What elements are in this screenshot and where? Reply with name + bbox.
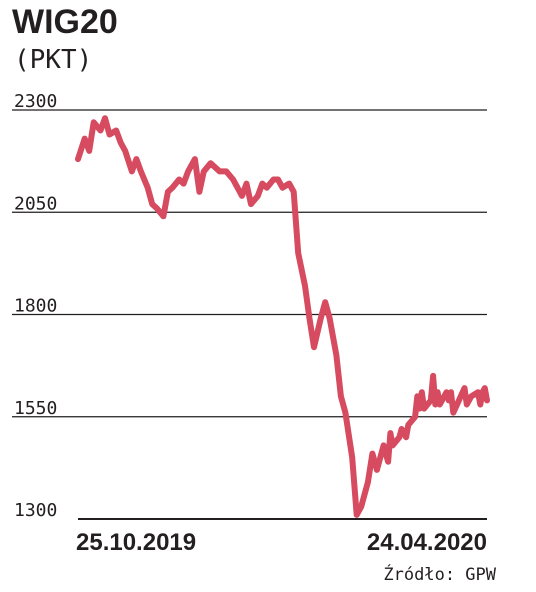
y-axis-ticks: 2300 2050 1800 1550 1300	[14, 91, 57, 521]
y-tick-label: 1800	[14, 296, 57, 317]
chart-title: WIG20	[12, 3, 118, 41]
source-note: Źródło: GPW	[383, 565, 496, 585]
x-tick-start: 25.10.2019	[76, 529, 196, 556]
series-line	[75, 115, 490, 518]
y-tick-label: 1550	[14, 398, 57, 419]
y-tick-label: 2050	[14, 193, 57, 214]
x-tick-end: 24.04.2020	[367, 529, 487, 556]
y-tick-label: 2300	[14, 91, 57, 112]
y-tick-label: 1300	[14, 500, 57, 521]
chart-subtitle: (PKT)	[14, 45, 93, 75]
gridlines	[12, 109, 487, 418]
